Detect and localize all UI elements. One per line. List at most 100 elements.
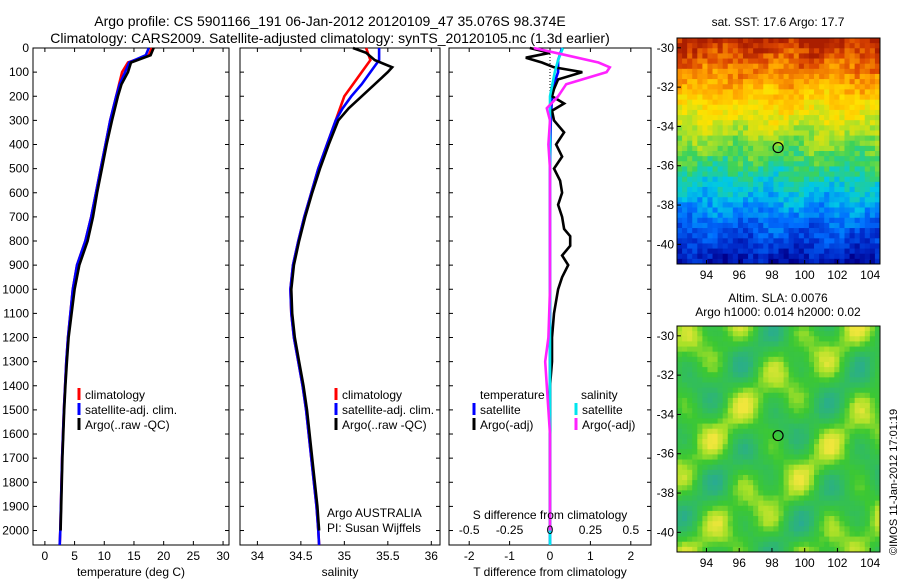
sst-map-cell (793, 186, 800, 193)
sst-map-cell (839, 181, 845, 188)
sst-map-cell (793, 253, 800, 260)
sla-map-cell (793, 454, 800, 460)
sst-map-cell (717, 253, 724, 260)
sla-map-cell (864, 361, 871, 368)
sla-map-cell (788, 413, 795, 419)
sla-map-cell (722, 474, 729, 481)
sst-map-cell (763, 135, 769, 142)
sla-map-cell (712, 541, 718, 548)
sla-map-cell (717, 546, 724, 553)
sla-map-cell (758, 403, 764, 409)
sst-map-cell (869, 68, 876, 75)
sla-map-cell (707, 341, 713, 347)
sst-map-cell (753, 181, 759, 188)
sst-map-cell (677, 145, 683, 152)
sla-map-cell (702, 464, 708, 471)
sst-map-cell (793, 68, 800, 75)
sla-map-cell (803, 428, 810, 435)
sst-map-cell (844, 161, 850, 167)
sla-map-cell (732, 495, 739, 502)
sst-map-cell (707, 166, 713, 172)
sla-map-cell (839, 449, 845, 455)
sla-map-cell (814, 541, 820, 548)
sst-map-cell (798, 248, 805, 255)
sla-map-cell (732, 449, 739, 455)
sst-map-cell (702, 79, 708, 85)
sla-map-cell (778, 403, 784, 409)
sst-map-cell (737, 84, 744, 90)
sst-map-cell (808, 79, 815, 85)
sst-map-cell (824, 258, 830, 265)
sst-map-cell (778, 192, 784, 198)
sst-map-cell (722, 233, 729, 239)
sla-map-cell (677, 408, 683, 414)
sst-map-cell (758, 233, 764, 239)
sst-map-cell (844, 68, 850, 75)
sst-map-cell (803, 94, 810, 101)
sst-map-cell (788, 145, 795, 152)
sst-map-cell (753, 130, 759, 136)
sst-map-cell (753, 109, 759, 116)
sla-map-cell (864, 377, 871, 383)
salinity-annotation-line1: Argo AUSTRALIA (327, 506, 422, 520)
sla-map-cell (803, 495, 810, 502)
sst-map-cell (697, 228, 703, 234)
sla-map-cell (788, 495, 795, 502)
sst-map-cell (677, 248, 683, 255)
sst-map-cell (677, 63, 683, 70)
sst-map-cell (687, 181, 693, 188)
sst-map-cell (788, 233, 795, 239)
sla-map-cell (829, 495, 835, 502)
sst-map-cell (692, 192, 698, 198)
sst-map-cell (778, 38, 784, 44)
sla-map-cell (869, 433, 876, 440)
sst-map-cell (748, 233, 754, 239)
sst-map-cell (682, 94, 688, 101)
sla-map-cell (793, 408, 800, 414)
sla-map-cell (803, 403, 810, 409)
sla-map-cell (687, 495, 693, 502)
sla-map-cell (687, 423, 693, 430)
sla-map-cell (732, 469, 739, 476)
sla-map-cell (758, 346, 764, 353)
sla-map-cell (798, 331, 805, 337)
sla-map-cell (814, 413, 820, 419)
sla-map-cell (697, 449, 703, 455)
sla-map-cell (793, 336, 800, 342)
sst-map-cell (859, 207, 866, 214)
sst-map-cell (839, 99, 845, 106)
sla-map-cell (834, 531, 840, 537)
sst-map-cell (692, 197, 698, 203)
sla-map-cell (753, 326, 759, 332)
sst-map-cell (778, 233, 784, 239)
sla-map-cell (768, 346, 774, 353)
sst-map-cell (829, 166, 835, 172)
sla-map-cell (793, 516, 800, 522)
sla-map-cell (844, 439, 850, 445)
sla-map-cell (763, 341, 769, 347)
sla-map-cell (783, 464, 790, 471)
sst-map-cell (793, 222, 800, 229)
sst-map-cell (824, 238, 830, 244)
sst-map-cell (829, 99, 835, 106)
sla-map-cell (869, 546, 876, 553)
sla-map-cell (798, 392, 805, 399)
sla-map-cell (692, 397, 698, 404)
sst-map (676, 37, 881, 265)
sla-map-cell (748, 356, 754, 363)
sst-map-argo-marker (772, 141, 784, 154)
sst-map-cell (783, 130, 790, 136)
sst-map-cell (707, 48, 713, 54)
sst-map-cell (742, 243, 749, 249)
sla-map-cell (874, 480, 881, 486)
sst-map-cell (819, 48, 825, 54)
sst-map-cell (803, 68, 810, 75)
sst-map-cell (869, 53, 876, 59)
sla-map-cell (834, 444, 840, 450)
sla-map-cell (727, 521, 734, 527)
sla-map-cell (702, 326, 708, 332)
temperature-ytick-label: 200 (9, 89, 29, 103)
sst-map-cell (732, 192, 739, 198)
sla-map-cell (844, 510, 850, 517)
sst-map-cell (692, 109, 698, 116)
